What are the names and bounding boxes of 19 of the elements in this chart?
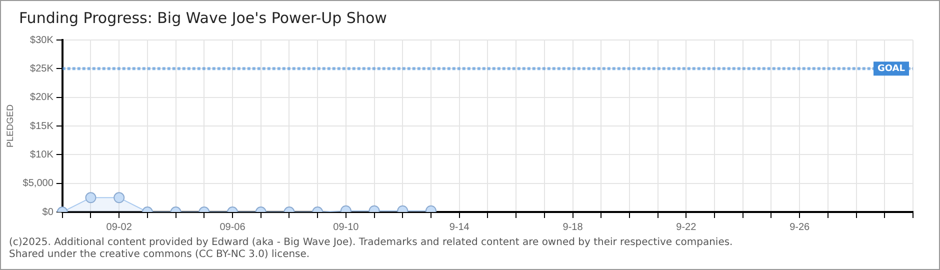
y-tick-label: $30K [30,34,54,46]
y-tick-label: $25K [30,63,54,74]
x-tick-label: 09-10 [333,222,360,233]
y-tick-label: $20K [30,92,54,104]
chart-title: Funding Progress: Big Wave Joe's Power-Up Show [19,9,387,27]
y-tick-label: $0 [42,206,54,218]
x-tick-label: 9-14 [449,222,470,233]
y-tick-label: $5,000 [22,178,54,190]
ref-line-label: GOAL [878,64,906,74]
y-axis-title: PLEDGED [4,104,15,148]
x-tick-label: 9-18 [562,222,584,233]
text: Shared under the creative commons (CC BY-NC 3.0) license. [9,249,311,261]
y-tick-label: $10K [30,149,54,160]
x-tick-label: 9-22 [676,222,697,233]
text: (c)2025. Additional content provided by Edward (aka - Big Wave Joe). Trademarks and related content are owned by their respective companies. [9,237,733,249]
y-tick-label: $15K [30,120,54,132]
x-tick-label: 9-26 [790,222,810,233]
x-tick-label: 09-06 [220,222,246,233]
x-tick-label: 09-02 [106,222,132,233]
